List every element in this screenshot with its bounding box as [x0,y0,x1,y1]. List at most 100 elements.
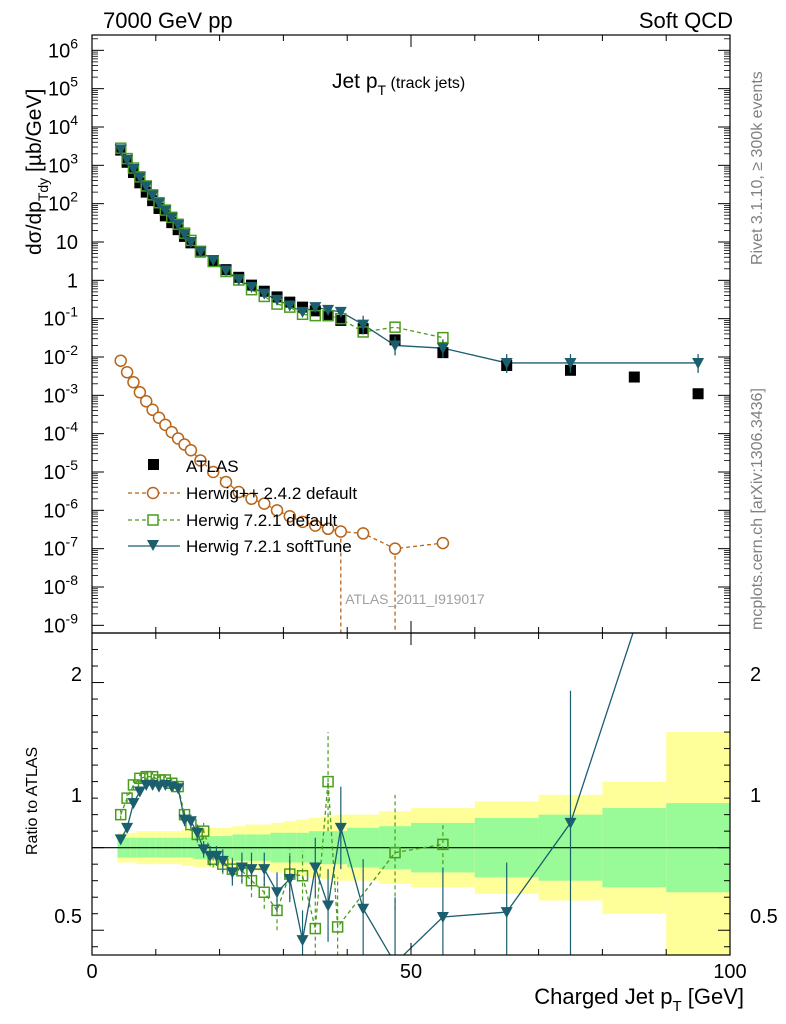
main-y-ticks [92,38,730,626]
xlabel-sub: T [672,998,681,1015]
atlas-point [628,371,640,383]
herwigpp-point [356,527,370,540]
ratio-point-softtune [283,874,296,886]
ratio-point-h721 [134,772,146,785]
ratio-point-softtune [172,783,185,795]
ratio-point-softtune [564,817,577,829]
softtune-point [389,340,402,352]
ratio-point-softtune [436,912,449,924]
ratio-point-softtune [357,903,370,915]
plot-title: Jet pT (track jets) [332,70,465,98]
ratio-point-softtune [197,844,210,856]
softtune-point [500,357,513,369]
ratio-point-h721 [389,846,401,859]
softtune-point [121,154,134,166]
ratio-point-softtune [322,900,335,912]
ratio-point-h721 [322,775,334,788]
atlas-point [692,388,704,400]
softtune-point [564,357,577,369]
legend-marker-herwigpp [146,486,160,500]
herwigpp-point [194,454,207,467]
legend-marker-soft [147,540,159,551]
herwigpp-point [388,542,402,555]
ytick-label: 10-3 [43,380,78,407]
legend-label-atlas: ATLAS [186,457,239,476]
legend-label-h721: Herwig 7.2.1 default [186,511,337,530]
softtune-point [146,190,159,202]
ytick-label: 10-6 [43,495,78,522]
ratio-point-softtune [114,834,127,846]
herwigpp-point [127,375,140,389]
ratio-point-h721 [114,808,127,821]
ylabel-main: dσ/dp [23,201,46,255]
herwigpp-point [232,485,245,499]
herwigpp-point [206,465,220,479]
herwigpp-point [334,525,348,538]
ytick-label: 10-9 [43,610,78,637]
softtune-point [152,198,165,210]
ratio-point-h721 [127,779,140,791]
ratio-y-axis-label: Ratio to ATLAS [24,747,41,855]
herwigpp-point [283,510,297,523]
ytick-label: 10-5 [43,457,78,484]
header-category: Soft QCD [639,8,733,33]
ytick-label: 102 [48,189,78,216]
softtune-point [178,229,191,241]
ratio-point-softtune [226,867,239,879]
h721-point [389,321,401,333]
ratio-point-softtune [184,816,197,828]
title-main: Jet p [332,70,378,93]
ratio-point-h721 [309,922,322,935]
series-line-softtune [120,149,699,364]
ratio-point-h721 [258,886,271,899]
ytick-label: 10-4 [43,419,78,446]
legend-label-herwigpp: Herwig++ 2.4.2 default [186,484,357,503]
softtune-point [165,212,178,224]
ratio-point-softtune [216,855,229,867]
ratio-point-softtune [121,822,134,834]
softtune-point [296,306,309,318]
ytick-label: 10-2 [43,342,78,369]
herwigpp-point [120,366,134,379]
xtick-label-0: 0 [86,961,97,983]
softtune-point [258,288,271,300]
ratio-point-softtune [133,786,146,798]
softtune-point [436,343,449,355]
softtune-point [172,219,185,231]
softtune-point [207,254,220,266]
watermark: ATLAS_2011_I919017 [345,591,485,607]
ratio-point-softtune [210,850,223,862]
legend-marker-atlas [148,459,159,470]
ratio-point-softtune [271,887,284,899]
main-panel: 10-9 10-8 10-7 10-6 10-5 10-4 10-3 10-2 10-1 1 10 1… [23,34,731,637]
ratio-point-softtune [334,822,347,834]
herwigpp-point [133,386,147,399]
ratio-marks [92,633,730,955]
softtune-point [271,294,284,306]
softtune-point [140,181,153,193]
ratio-point-softtune [309,862,322,874]
herwigpp-point [146,403,159,417]
ratio-ytick-2-right: 2 [750,664,761,686]
ratio-ytick-1-right: 1 [750,785,761,807]
softtune-point [159,205,172,217]
softtune-point [232,274,245,286]
ratio-point-softtune [500,907,513,919]
softtune-point [357,319,370,331]
ylabel-sub: Tdy [35,178,51,201]
herwigpp-point [258,497,271,510]
ratio-ytick-0-5-left: 0.5 [54,906,82,928]
softtune-point [127,164,140,176]
softtune-point [133,172,146,184]
xlabel-main: Charged Jet p [534,984,672,1009]
herwigpp-point [219,475,233,489]
ratio-point-softtune [235,862,248,874]
main-x-ticks [91,35,731,633]
herwigpp-point [114,354,127,367]
legend: ATLAS Herwig++ 2.4.2 default Herwig 7.2.… [128,457,357,556]
ytick-label: 104 [48,112,78,139]
xlabel-units: [GeV] [682,984,744,1009]
main-y-tick-labels: 10-9 10-8 10-7 10-6 10-5 10-4 10-3 10-2 10-1 1 10 1… [43,35,78,637]
herwigpp-point [245,492,258,506]
